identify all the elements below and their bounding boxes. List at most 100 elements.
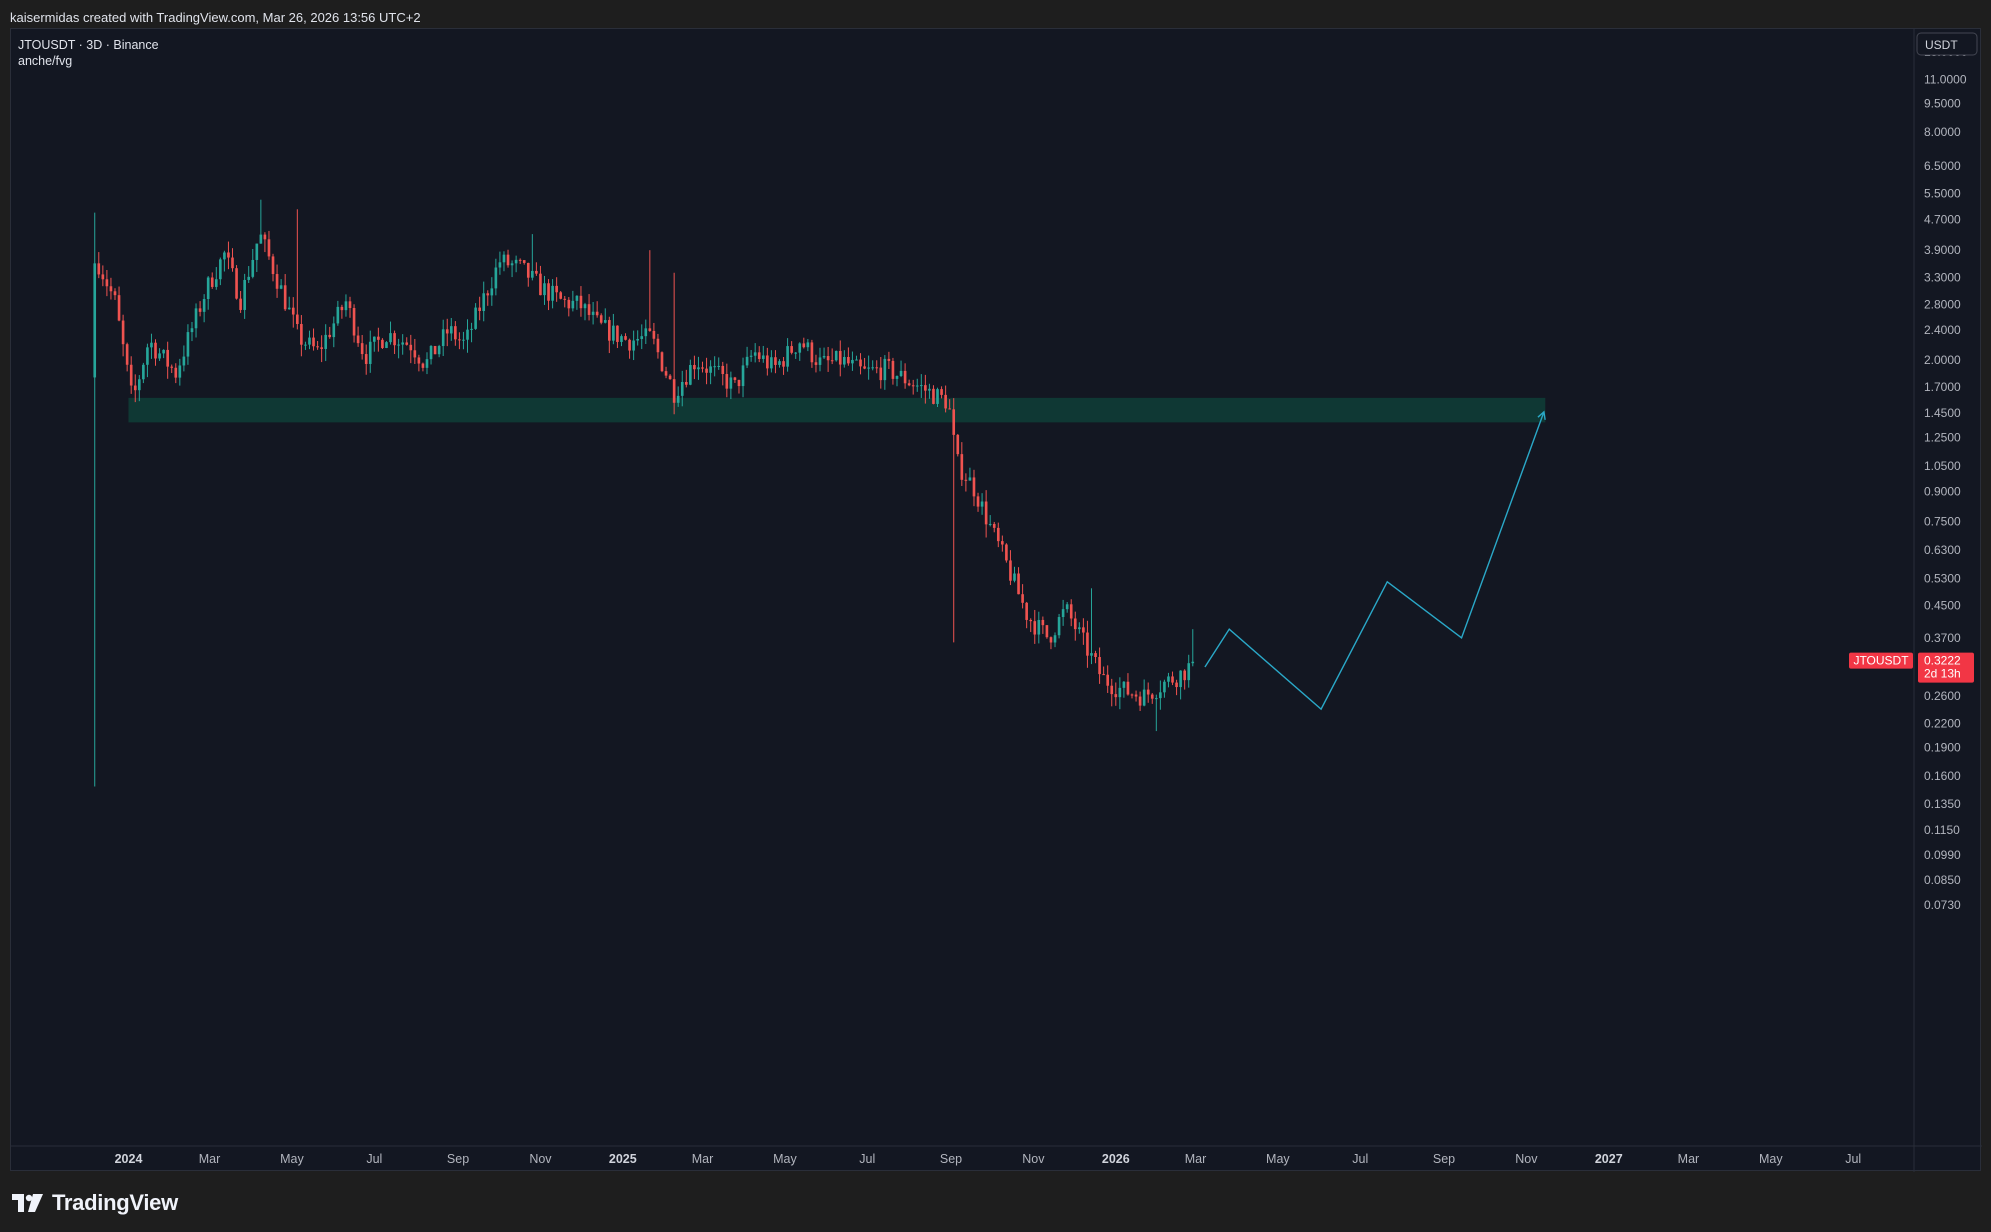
- y-tick-label: 0.0850: [1924, 873, 1961, 887]
- candle-body: [1057, 617, 1061, 636]
- chart-pane[interactable]: 13.000011.00009.50008.00006.50005.50004.…: [10, 28, 1982, 1172]
- candle-body: [401, 342, 404, 345]
- candle-body: [1017, 573, 1020, 595]
- price-chart[interactable]: 13.000011.00009.50008.00006.50005.50004.…: [11, 29, 1982, 1172]
- y-tick-label: 0.9000: [1924, 485, 1961, 499]
- currency-button[interactable]: USDT: [1916, 32, 1978, 56]
- candle-body: [595, 311, 599, 316]
- fvg-zone[interactable]: [128, 397, 1546, 423]
- candle-body: [960, 454, 964, 480]
- candle-body: [202, 299, 206, 312]
- candle-body: [559, 292, 563, 299]
- candle-body: [308, 337, 311, 345]
- candle-body: [749, 355, 753, 357]
- candle-body: [133, 385, 137, 391]
- symbol-legend[interactable]: JTOUSDT · 3D · Binance anche/fvg: [18, 38, 159, 68]
- candle-body: [1009, 560, 1012, 581]
- candle-body: [790, 346, 793, 353]
- candle-body: [976, 496, 980, 507]
- x-tick-label: May: [1266, 1152, 1290, 1166]
- candle-body: [972, 477, 976, 497]
- candle-body: [413, 350, 417, 358]
- candle-body: [968, 477, 972, 481]
- y-tick-label: 0.6300: [1924, 543, 1961, 557]
- candle-body: [190, 328, 194, 333]
- candle-body: [490, 288, 494, 296]
- candle-body: [798, 343, 802, 353]
- candle-body: [109, 286, 113, 292]
- candle-body: [948, 408, 951, 410]
- y-tick-label: 0.1900: [1924, 741, 1961, 755]
- candle-body: [1013, 573, 1016, 581]
- candle-body: [1106, 674, 1110, 686]
- candle-body: [1126, 681, 1130, 695]
- candle-body: [636, 338, 639, 341]
- candle-body: [445, 329, 449, 334]
- candle-body: [838, 350, 842, 365]
- candle-body: [802, 343, 806, 348]
- candle-body: [984, 501, 988, 525]
- candle-body: [336, 306, 340, 324]
- candle-body: [360, 343, 364, 355]
- candle-body: [219, 259, 222, 280]
- candle-body: [1114, 694, 1118, 698]
- candle-body: [214, 279, 218, 287]
- candle-body: [1187, 663, 1191, 681]
- candle-body: [834, 350, 838, 361]
- y-tick-label: 0.1350: [1924, 797, 1961, 811]
- candle-body: [1073, 618, 1077, 630]
- y-tick-label: 3.9000: [1924, 243, 1961, 257]
- projection-path[interactable]: [1204, 411, 1545, 711]
- candle-body: [1171, 676, 1174, 683]
- candle-body: [713, 366, 716, 368]
- candle-body: [243, 279, 246, 310]
- candle-body: [526, 262, 530, 278]
- candle-body: [372, 336, 376, 342]
- candle-body: [1033, 621, 1037, 635]
- candle-body: [628, 339, 631, 351]
- candle-body: [502, 254, 506, 263]
- candle-body: [660, 352, 664, 372]
- candle-body: [599, 315, 603, 323]
- candle-body: [887, 358, 891, 361]
- y-tick-label: 3.3000: [1924, 271, 1961, 285]
- candle-body: [745, 356, 749, 366]
- candle-body: [689, 364, 692, 385]
- candle-body: [956, 434, 960, 455]
- x-tick-label: Sep: [1433, 1152, 1455, 1166]
- candle-body: [652, 330, 656, 339]
- candle-body: [267, 239, 271, 257]
- candle-body: [1082, 627, 1085, 633]
- candle-body: [782, 361, 785, 367]
- y-tick-label: 0.1150: [1924, 823, 1960, 837]
- candle-body: [296, 314, 299, 325]
- candle-body: [405, 342, 409, 345]
- candle-body: [867, 367, 870, 369]
- candle-body: [486, 293, 490, 296]
- candle-body: [774, 357, 777, 365]
- candle-body: [1049, 637, 1053, 643]
- candle-body: [843, 356, 846, 365]
- candle-body: [1102, 674, 1105, 676]
- candle-body: [1094, 653, 1097, 658]
- x-tick-label: Jul: [366, 1152, 382, 1166]
- x-tick-label: Jul: [1352, 1152, 1368, 1166]
- candle-body: [1110, 685, 1114, 695]
- y-tick-label: 5.5000: [1924, 187, 1961, 201]
- candle-body: [409, 344, 413, 351]
- candle-body: [1175, 682, 1178, 688]
- tradingview-logo[interactable]: TradingView: [12, 1190, 178, 1216]
- x-tick-label: 2024: [115, 1152, 143, 1166]
- countdown-text: 2d 13h: [1924, 667, 1961, 681]
- candle-body: [531, 270, 534, 278]
- candle-body: [571, 300, 575, 309]
- x-tick-label: 2026: [1102, 1152, 1130, 1166]
- x-tick-label: May: [773, 1152, 797, 1166]
- candle-body: [146, 347, 149, 365]
- candle-body: [458, 339, 461, 341]
- candle-body: [1069, 604, 1073, 619]
- candle-body: [1065, 604, 1069, 610]
- x-tick-label: Jul: [1845, 1152, 1861, 1166]
- candle-body: [697, 367, 700, 370]
- candle-body: [757, 352, 761, 359]
